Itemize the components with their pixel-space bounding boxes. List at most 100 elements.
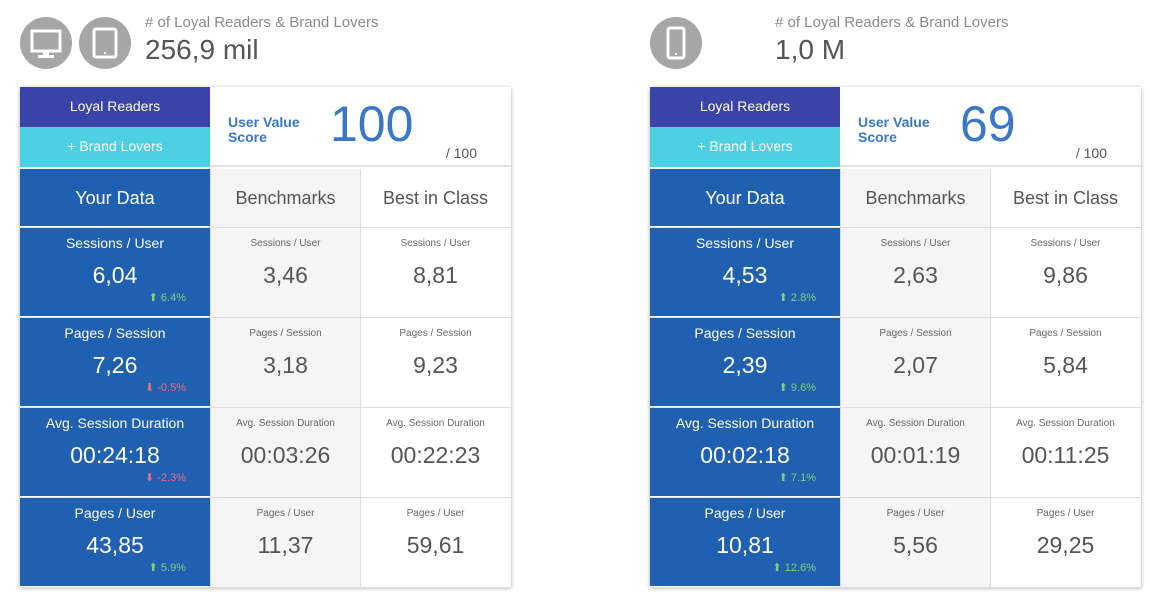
- metric-label: Pages / User: [704, 505, 786, 521]
- benchmark-cell: Pages / Session 3,18: [210, 318, 360, 407]
- benchmark-value: 2,63: [893, 262, 938, 288]
- your-data-cell: Avg. Session Duration 00:24:18 ⬇ -2.3%: [20, 408, 210, 497]
- best-in-class-cell: Pages / User 59,61: [360, 498, 510, 587]
- score-label: User Value Score: [228, 114, 300, 145]
- best-in-class-cell: Pages / User 29,25: [990, 498, 1140, 587]
- best-in-class-cell: Pages / Session 5,84: [990, 318, 1140, 407]
- segment-loyal-readers[interactable]: Loyal Readers: [20, 87, 210, 127]
- metric-value: 6,04: [92, 262, 138, 288]
- table-row: Pages / Session 7,26 ⬇ -0.5% Pages / Ses…: [20, 318, 511, 408]
- metric-label: Pages / Session: [1029, 328, 1102, 339]
- delta-value: -2.3%: [157, 472, 186, 484]
- delta-value: 2.8%: [790, 292, 816, 304]
- metric-label: Avg. Session Duration: [866, 418, 965, 429]
- score-value: 100: [330, 96, 414, 152]
- metric-value: 7,26: [92, 352, 138, 378]
- trend-delta: ⬆ 12.6%: [773, 561, 816, 574]
- benchmark-cell: Avg. Session Duration 00:03:26: [210, 408, 360, 497]
- metric-label: Pages / Session: [694, 325, 796, 341]
- metrics-panel: Loyal Readers + Brand Lovers User Value …: [20, 87, 511, 588]
- metric-label: Pages / Session: [399, 328, 472, 339]
- best-in-class-cell: Avg. Session Duration 00:11:25: [990, 408, 1140, 497]
- column-benchmarks: Benchmarks: [210, 169, 360, 227]
- metric-label: Avg. Session Duration: [675, 415, 815, 431]
- your-data-cell: Pages / User 43,85 ⬆ 5.9%: [20, 498, 210, 587]
- table-row: Sessions / User 6,04 ⬆ 6.4% Sessions / U…: [20, 228, 511, 318]
- column-your-data: Your Data: [650, 169, 840, 227]
- delta-value: 9.6%: [790, 382, 816, 394]
- delta-value: 12.6%: [784, 562, 816, 574]
- benchmark-cell: Pages / User 5,56: [840, 498, 990, 587]
- column-your-data: Your Data: [20, 169, 210, 227]
- metric-label: Avg. Session Duration: [45, 415, 185, 431]
- trend-delta: ⬆ 9.6%: [779, 381, 816, 394]
- tablet-icon[interactable]: [79, 17, 131, 69]
- your-data-cell: Pages / User 10,81 ⬆ 12.6%: [650, 498, 840, 587]
- arrow-up-icon: ⬆: [778, 382, 788, 394]
- best-value: 9,86: [1043, 262, 1088, 288]
- metric-value: 10,81: [716, 532, 774, 558]
- arrow-up-icon: ⬆: [148, 292, 158, 304]
- score-label: User Value Score: [858, 114, 930, 145]
- benchmark-value: 2,07: [893, 352, 938, 378]
- table-row: Avg. Session Duration 00:24:18 ⬇ -2.3% A…: [20, 408, 511, 498]
- arrow-up-icon: ⬆: [778, 292, 788, 304]
- arrow-up-icon: ⬆: [772, 562, 782, 574]
- best-in-class-cell: Pages / Session 9,23: [360, 318, 510, 407]
- benchmark-value: 11,37: [257, 532, 314, 558]
- metric-value: 00:24:18: [70, 442, 160, 468]
- mobile-icon[interactable]: [650, 17, 702, 69]
- metric-label: Avg. Session Duration: [1016, 418, 1115, 429]
- your-data-cell: Pages / Session 7,26 ⬇ -0.5%: [20, 318, 210, 407]
- best-value: 00:22:23: [390, 442, 481, 468]
- segment-loyal-readers[interactable]: Loyal Readers: [650, 87, 840, 127]
- best-in-class-cell: Sessions / User 9,86: [990, 228, 1140, 317]
- your-data-cell: Pages / Session 2,39 ⬆ 9.6%: [650, 318, 840, 407]
- arrow-down-icon: ⬇: [144, 472, 155, 484]
- metric-label: Pages / User: [886, 508, 945, 519]
- dashboard-card: # of Loyal Readers & Brand Lovers 256,9 …: [10, 0, 511, 600]
- desktop-icon[interactable]: [20, 17, 72, 69]
- metric-value: 43,85: [86, 532, 144, 558]
- segment-brand-lovers[interactable]: + Brand Lovers: [650, 127, 840, 167]
- score-max: / 100: [445, 145, 477, 161]
- trend-delta: ⬆ 7.1%: [779, 471, 816, 484]
- metric-label: Sessions / User: [880, 238, 951, 249]
- trend-delta: ⬆ 6.4%: [149, 291, 186, 304]
- your-data-cell: Sessions / User 4,53 ⬆ 2.8%: [650, 228, 840, 317]
- column-headers: Your Data Benchmarks Best in Class: [650, 169, 1141, 228]
- column-best-in-class: Best in Class: [990, 169, 1140, 227]
- benchmark-cell: Pages / Session 2,07: [840, 318, 990, 407]
- delta-value: 7.1%: [790, 472, 816, 484]
- best-in-class-cell: Avg. Session Duration 00:22:23: [360, 408, 510, 497]
- benchmark-value: 00:03:26: [240, 442, 331, 468]
- table-row: Pages / User 10,81 ⬆ 12.6% Pages / User …: [650, 498, 1141, 588]
- best-value: 8,81: [413, 262, 458, 288]
- arrow-up-icon: ⬆: [148, 562, 158, 574]
- column-best-in-class: Best in Class: [360, 169, 510, 227]
- benchmark-cell: Sessions / User 3,46: [210, 228, 360, 317]
- metric-label: Pages / Session: [879, 328, 952, 339]
- metrics-panel: Loyal Readers + Brand Lovers User Value …: [650, 87, 1141, 588]
- table-row: Pages / User 43,85 ⬆ 5.9% Pages / User 1…: [20, 498, 511, 588]
- arrow-up-icon: ⬆: [778, 472, 788, 484]
- segment-brand-lovers[interactable]: + Brand Lovers: [20, 127, 210, 167]
- metric-label: Sessions / User: [400, 238, 471, 249]
- your-data-cell: Sessions / User 6,04 ⬆ 6.4%: [20, 228, 210, 317]
- trend-delta: ⬆ 2.8%: [779, 291, 816, 304]
- column-benchmarks: Benchmarks: [840, 169, 990, 227]
- metric-label: Pages / Session: [249, 328, 322, 339]
- best-value: 59,61: [406, 532, 465, 558]
- best-value: 29,25: [1036, 532, 1095, 558]
- metric-label: Pages / User: [1036, 508, 1095, 519]
- benchmark-value: 00:01:19: [870, 442, 961, 468]
- trend-delta: ⬇ -2.3%: [145, 471, 186, 484]
- benchmark-value: 3,46: [263, 262, 308, 288]
- header-value: 1,0 M: [775, 34, 846, 65]
- score-max: / 100: [1075, 145, 1107, 161]
- trend-delta: ⬆ 5.9%: [149, 561, 186, 574]
- user-value-score: User Value Score 100 / 100: [210, 87, 511, 167]
- benchmark-value: 3,18: [263, 352, 308, 378]
- header-label: # of Loyal Readers & Brand Lovers: [145, 14, 379, 31]
- metric-value: 2,39: [722, 352, 768, 378]
